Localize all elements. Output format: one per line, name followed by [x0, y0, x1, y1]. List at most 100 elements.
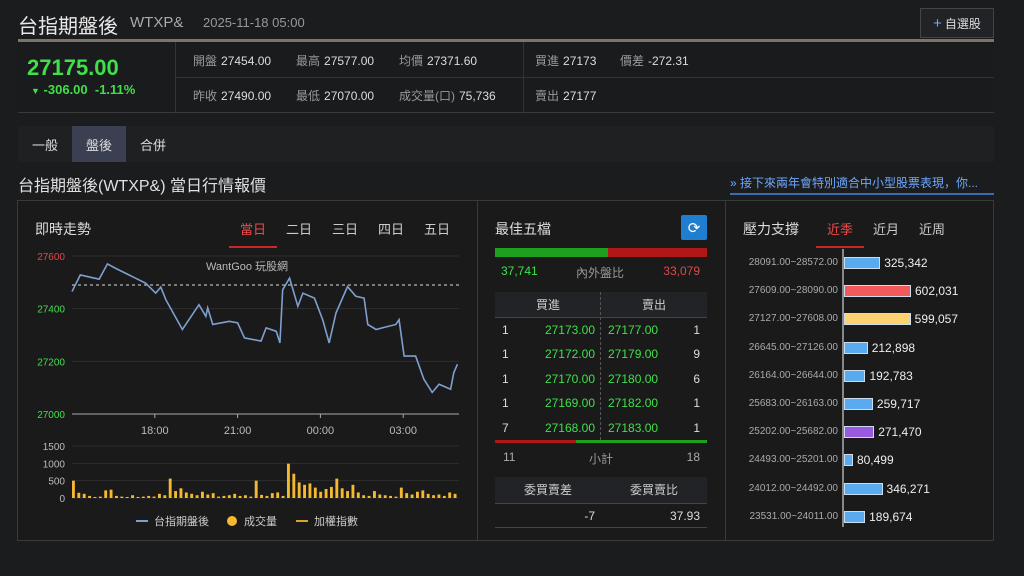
change-percent: -1.11%	[94, 82, 136, 97]
watermark: WantGoo 玩股網	[206, 259, 288, 273]
volume-bar	[378, 494, 382, 498]
volume-bar	[844, 426, 875, 439]
bid-price: 27169.00	[544, 396, 595, 411]
range-label: 24493.00~25201.00	[748, 454, 838, 466]
range-tab[interactable]: 四日	[377, 222, 404, 237]
quote-label: 均價	[399, 54, 424, 68]
ratio-label: 內外盤比	[576, 266, 625, 280]
bar-value: 271,470	[878, 425, 922, 440]
range-label: 27127.00~27608.00	[748, 313, 838, 325]
inner-bar	[495, 248, 608, 257]
news-link[interactable]: » 接下來兩年會特別適合中小型股票表現，你...	[730, 174, 994, 195]
volume-bar	[276, 492, 280, 498]
volume-bar	[260, 494, 263, 498]
volume-bar	[109, 489, 113, 498]
symbol-code: WTXP&	[130, 14, 184, 31]
y-tick-label: 27000	[37, 410, 65, 421]
volume-bar	[125, 496, 129, 498]
ask-volume: 1	[693, 323, 700, 337]
volume-bar	[844, 369, 866, 382]
refresh-button[interactable]: ⟳	[681, 215, 707, 240]
divider	[600, 292, 601, 440]
plus-icon: +	[933, 14, 942, 32]
volume-bar	[367, 495, 371, 498]
orderbook-header: 買進 賣出	[495, 292, 707, 318]
range-label: 25683.00~26163.00	[748, 398, 838, 409]
quote-item: 昨收 27490.00	[193, 87, 271, 104]
quote-value: 27577.00	[324, 54, 375, 68]
volume-bar	[82, 493, 86, 498]
volume-bar	[437, 494, 441, 498]
range-label: 26645.00~27126.00	[748, 341, 838, 353]
volume-bar	[421, 490, 425, 498]
volume-bar	[217, 496, 220, 498]
range-label: 23531.00~24011.00	[749, 510, 838, 522]
quote-item: 買進 27173	[535, 52, 596, 69]
divider	[495, 527, 707, 528]
volume-bar	[254, 480, 258, 498]
orderbook-row: 7 27168.00 27183.00 1	[495, 416, 707, 440]
volume-bar	[211, 493, 215, 498]
ask-price: 27179.00	[608, 347, 659, 362]
volume-bar	[115, 495, 118, 498]
support-tab[interactable]: 近月	[872, 222, 899, 237]
support-tab[interactable]: 近季	[816, 219, 864, 248]
volume-bar	[844, 313, 911, 326]
change-value: -306.00	[43, 82, 88, 97]
tab-general[interactable]: 一般	[31, 137, 58, 153]
volume-bar	[308, 483, 312, 498]
inner-volume: 37,741	[501, 264, 538, 278]
range-label: 27609.00~28090.00	[748, 285, 838, 297]
support-tab[interactable]: 近周	[918, 222, 945, 237]
volume-bar	[292, 473, 296, 498]
range-label: 25202.00~25682.00	[748, 426, 838, 438]
volume-bar	[270, 493, 274, 498]
orderbook-row: 1 27169.00 27182.00 1	[495, 391, 707, 415]
bid-price: 27173.00	[544, 323, 595, 337]
quote-item: 價差 -272.31	[620, 52, 689, 69]
subtotal-bar	[495, 440, 707, 443]
volume-bar	[287, 463, 290, 498]
legend-label[interactable]: 台指期盤後	[154, 514, 209, 528]
quote-item: 均價 27371.60	[399, 52, 477, 69]
volume-tick-label: 0	[59, 494, 65, 505]
outer-bar	[607, 248, 707, 257]
inner-outer-ratio-bar	[495, 248, 707, 257]
legend-dot-icon	[227, 516, 237, 526]
quote-label: 價差	[620, 54, 645, 68]
volume-bar	[120, 496, 124, 498]
tab-combined[interactable]: 合併	[139, 137, 166, 153]
legend-label[interactable]: 加權指數	[314, 514, 358, 528]
volume-bar	[340, 488, 344, 498]
quote-label: 開盤	[193, 54, 218, 68]
volume-bar	[244, 495, 247, 498]
legend-label[interactable]: 成交量	[244, 514, 277, 528]
tab-after-hours[interactable]: 盤後	[72, 126, 126, 162]
range-tab[interactable]: 五日	[423, 222, 450, 237]
bid-price: 27172.00	[544, 347, 595, 362]
bid-total-bar	[495, 440, 576, 443]
volume-bar	[174, 491, 177, 498]
bid-price: 27168.00	[544, 420, 595, 435]
ask-volume: 1	[693, 396, 700, 411]
volume-bar	[389, 495, 392, 498]
volume-bar	[168, 478, 172, 498]
price-change: ▼ -306.00 -1.11%	[31, 82, 135, 97]
range-tab[interactable]: 三日	[331, 222, 358, 237]
add-watchlist-button[interactable]: + 自選股	[920, 8, 994, 38]
volume-bar	[152, 496, 156, 498]
volume-bar	[313, 487, 317, 498]
volume-bar	[163, 495, 167, 498]
volume-bar	[184, 492, 188, 498]
divider	[725, 200, 726, 541]
volume-bar	[324, 488, 328, 498]
volume-bar	[335, 478, 339, 498]
bar-value: 602,031	[915, 284, 959, 299]
quote-item: 成交量(口) 75,736	[399, 87, 496, 104]
range-tab[interactable]: 二日	[285, 222, 312, 237]
ask-total: 18	[686, 450, 700, 464]
bar-value: 259,717	[876, 397, 921, 411]
range-tab[interactable]: 當日	[229, 219, 277, 248]
volume-bar	[233, 493, 237, 498]
x-tick-label: 18:00	[141, 425, 169, 437]
